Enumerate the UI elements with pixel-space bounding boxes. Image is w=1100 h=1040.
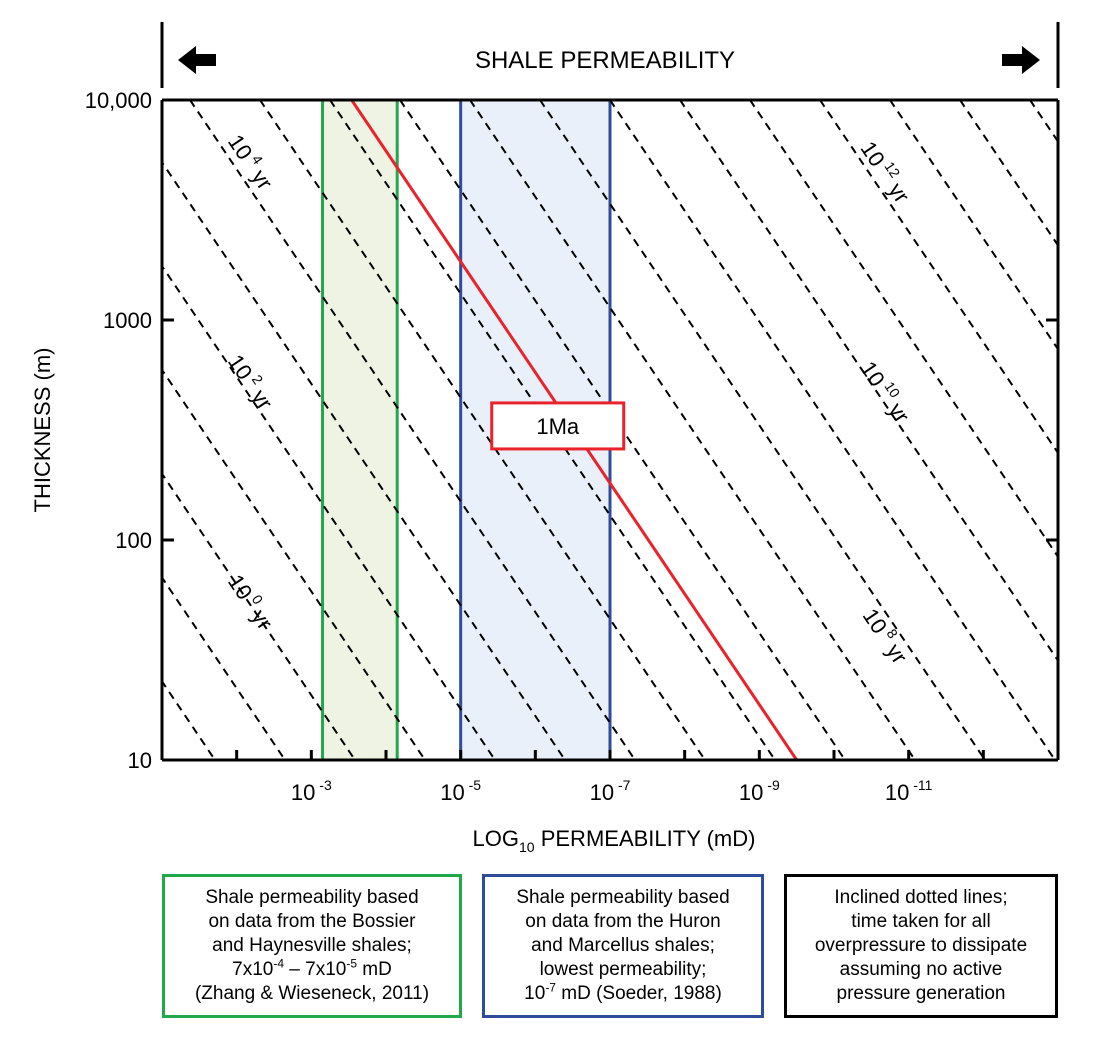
y-tick-label: 1000 — [103, 308, 152, 333]
legend-blue-line: and Marcellus shales; — [531, 935, 715, 956]
isochron-line — [539, 100, 986, 760]
legend-green-line: Shale permeability based — [205, 887, 419, 908]
isochron-label: 10 10 yr — [856, 355, 917, 427]
legend-black-line: overpressure to dissipate — [814, 935, 1028, 956]
isochron-line — [679, 100, 1058, 663]
isochron-line — [959, 100, 1058, 248]
legend-green-box: Shale permeability based on data from th… — [162, 874, 462, 1018]
legend-green-line: on data from the Bossier — [208, 911, 416, 932]
isochron-line — [889, 100, 1058, 351]
y-tick-label: 100 — [115, 528, 152, 553]
y-axis-label: THICKNESS (m) — [30, 348, 55, 513]
isochron-label: 10 2 yr — [223, 348, 280, 414]
isochron-line — [0, 100, 5, 760]
legend-black-line: assuming no active — [839, 959, 1003, 980]
legend-black-line: pressure generation — [836, 983, 1006, 1004]
isochron-line — [162, 471, 356, 760]
arrow-left-icon — [178, 46, 216, 74]
isochron-line — [162, 575, 286, 760]
x-tick-label: 10 -11 — [885, 777, 933, 805]
isochron-line — [259, 100, 706, 760]
x-tick-label: 10 -5 — [440, 777, 481, 805]
y-tick-label: 10 — [128, 748, 152, 773]
isochron-line — [749, 100, 1058, 559]
legend-green-citation: (Zhang & Wieseneck, 2011) — [194, 983, 430, 1004]
chart-title: SHALE PERMEABILITY — [475, 47, 735, 74]
x-tick-label: 10 -3 — [291, 777, 332, 805]
legend-green-range: 7x10-4 – 7x10-5 mD — [232, 956, 392, 980]
y-tick-label: 10,000 — [85, 88, 152, 113]
isochron-line — [819, 100, 1058, 455]
legend-blue-line: lowest permeability; — [539, 959, 707, 980]
legend-blue-line: Shale permeability based — [516, 887, 730, 908]
annotation-box — [490, 401, 626, 451]
legend-black-line: Inclined dotted lines; — [834, 887, 1008, 908]
legend-blue-value: 10-7 mD (Soeder, 1988) — [524, 980, 722, 1004]
annotation-label: 1Ma — [536, 414, 580, 439]
legend-black-line: time taken for all — [851, 911, 991, 932]
isochron-line — [469, 100, 916, 760]
green-band — [321, 98, 399, 762]
legend-black-box: Inclined dotted lines; time taken for al… — [784, 874, 1058, 1018]
legend-blue-box: Shale permeability based on data from th… — [482, 874, 764, 1018]
x-axis-label-subscript: 10 — [519, 839, 535, 855]
legend-blue-line: on data from the Huron — [525, 911, 721, 932]
isochron-line — [162, 264, 496, 760]
arrow-right-icon — [1002, 46, 1040, 74]
isochron-line — [1029, 100, 1058, 144]
isochron-line — [189, 100, 636, 760]
x-tick-label: 10 -9 — [739, 777, 780, 805]
x-tick-label: 10 -7 — [590, 777, 631, 805]
isochron-line — [609, 100, 1056, 760]
legend-green-line: and Haynesville shales; — [212, 935, 412, 956]
isochron-line — [162, 368, 426, 760]
isochron-line — [0, 100, 145, 760]
x-axis-label: LOG10 PERMEABILITY (mD) — [473, 826, 756, 855]
isochron-label: 10 0 yr — [223, 568, 280, 634]
isochron-line — [162, 160, 566, 760]
